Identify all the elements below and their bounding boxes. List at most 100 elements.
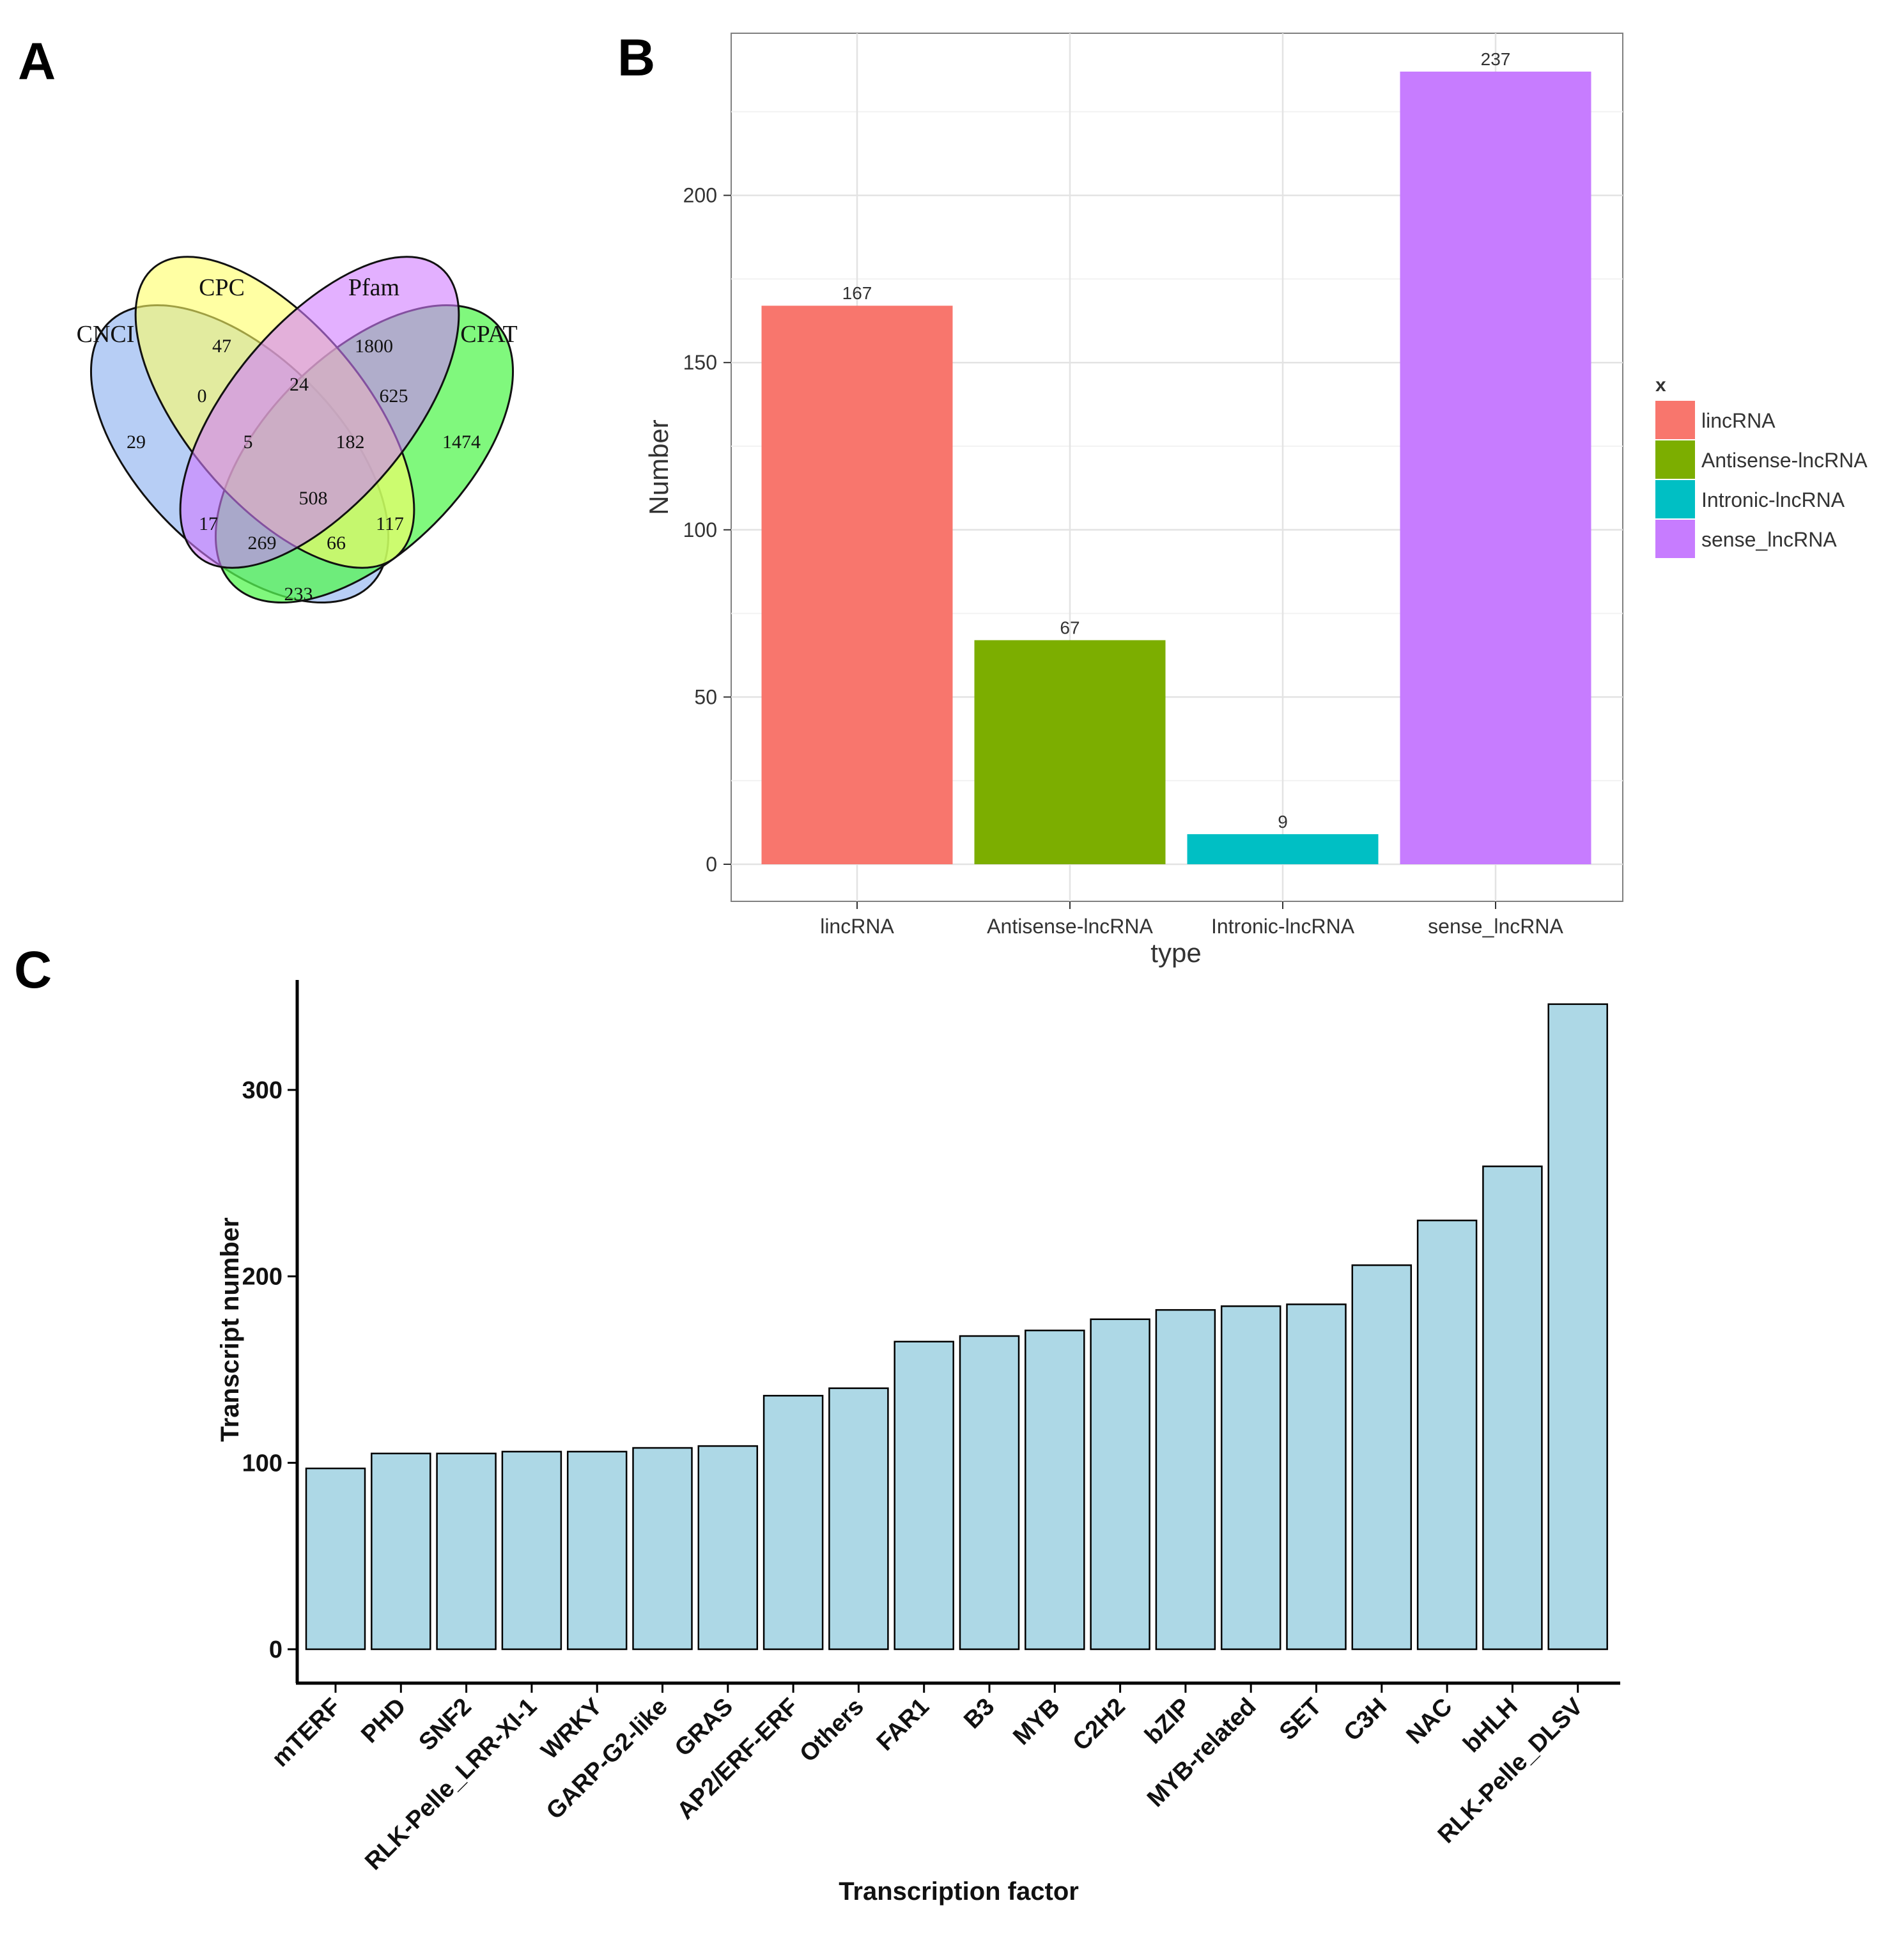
bar-value-label: 67 xyxy=(1060,618,1080,637)
plot-c-x-tick-label: NAC xyxy=(1402,1693,1458,1750)
bar-bhlh xyxy=(1482,1165,1543,1651)
bar-myb xyxy=(1025,1330,1085,1651)
plot-b-x-tick-label: lincRNA xyxy=(820,915,894,938)
venn-count-cnci-cpat: 233 xyxy=(284,584,313,605)
venn-count-pfam: 1800 xyxy=(355,336,393,357)
venn-set-pfam xyxy=(179,256,460,569)
plot-b-y-tick-label: 100 xyxy=(683,518,717,541)
bar-myb-related xyxy=(1220,1305,1281,1651)
bar-sense_lncrna xyxy=(1400,72,1591,864)
panel-a: A CNCI CPC Pfam CPAT 47 1800 29 1474 0 24 625 5… xyxy=(18,33,518,605)
venn-count-pfam-cpat: 625 xyxy=(380,385,408,407)
plot-b-x-tick-label: Intronic-lncRNA xyxy=(1211,915,1355,938)
bar-rlk-pelle-dlsv xyxy=(1547,1003,1608,1651)
plot-c-y-title: Transcript number xyxy=(216,1217,244,1442)
panel-c: C 0 100 200 300 mTERF PHD SNF2RLK-Pelle_LRR-X… xyxy=(14,941,1620,1906)
plot-b-y-tick-label: 200 xyxy=(683,184,717,207)
bar-gras xyxy=(697,1445,759,1651)
legend-key xyxy=(1655,401,1695,439)
bar-bzip xyxy=(1155,1309,1216,1651)
plot-b-y-axis: 0 50 100 150 200 xyxy=(683,184,731,876)
venn-count-cpc-pfam-cpat: 182 xyxy=(336,431,365,453)
panel-c-label: C xyxy=(14,941,52,999)
bar-lincrna xyxy=(761,306,953,864)
venn-count-cnci-cpc-pfam: 5 xyxy=(244,431,253,453)
venn-diagram: CNCI CPC Pfam CPAT 47 1800 29 1474 0 24 625 5 18… xyxy=(77,256,518,605)
plot-b-legend: x lincRNA Antisense-lncRNA Intronic-lncRNA… xyxy=(1655,375,1868,558)
plot-c-x-title: Transcription factor xyxy=(839,1877,1079,1906)
bar-c2h2 xyxy=(1090,1318,1150,1651)
plot-c-x-tick-label: GARP-G2-like xyxy=(541,1693,673,1825)
plot-b-x-tick-label: sense_lncRNA xyxy=(1428,915,1563,938)
plot-b-y-tick-label: 150 xyxy=(683,351,717,374)
venn-count-cnci-cpc-cpat: 66 xyxy=(327,532,346,554)
plot-c-x-tick-label: C3H xyxy=(1339,1693,1392,1746)
bar-rlk-pelle-lrr-xi-1 xyxy=(501,1450,562,1651)
plot-b-y-tick-label: 0 xyxy=(706,853,717,876)
plot-b-bars: 167 67 9 237 xyxy=(761,49,1591,864)
plot-c-x-tick-label: MYB xyxy=(1008,1693,1065,1750)
plot-b-y-tick-label: 50 xyxy=(694,685,717,708)
bar-set xyxy=(1286,1303,1347,1651)
bar-nac xyxy=(1416,1219,1478,1651)
panel-b: B 167 67 9 237 0 50 100 150 200 lincRNA Antisens… xyxy=(617,29,1868,968)
bar-others xyxy=(828,1387,889,1651)
legend-key xyxy=(1655,440,1695,479)
legend-label: sense_lncRNA xyxy=(1701,528,1837,551)
plot-c-x-tick-label: Others xyxy=(794,1693,869,1768)
venn-count-cnci: 29 xyxy=(127,431,146,453)
plot-c-x-tick-label: FAR1 xyxy=(872,1693,934,1756)
venn-counts: 47 1800 29 1474 0 24 625 5 182 508 17 117 269 66 233 xyxy=(127,336,481,605)
panel-b-label: B xyxy=(617,29,655,87)
legend-key xyxy=(1655,520,1695,558)
bar-value-label: 9 xyxy=(1278,812,1288,832)
venn-count-cpc-cpat: 117 xyxy=(376,513,404,534)
plot-c-x-tick-label: B3 xyxy=(959,1693,1000,1734)
plot-c-x-tick-label: bHLH xyxy=(1458,1693,1522,1758)
venn-label-cpc: CPC xyxy=(199,274,245,301)
venn-count-cnci-pfam: 17 xyxy=(199,513,218,534)
plot-c-y-tick-label: 100 xyxy=(242,1450,283,1477)
plot-c-x-axis: mTERF PHD SNF2RLK-Pelle_LRR-XI-1WRKYGARP-G… xyxy=(267,1683,1589,1876)
bar-c3h xyxy=(1351,1264,1413,1651)
venn-count-cpc: 47 xyxy=(212,336,231,357)
bar-wrky xyxy=(566,1450,628,1651)
bar-phd xyxy=(371,1452,431,1651)
legend-label: lincRNA xyxy=(1701,409,1776,432)
bar-antisense-lncrna xyxy=(974,640,1166,864)
plot-c-x-tick-label: AP2/ERF-ERF xyxy=(672,1693,804,1825)
plot-c-x-tick-label: SET xyxy=(1274,1693,1327,1746)
bar-far1 xyxy=(894,1341,954,1651)
legend-key xyxy=(1655,480,1695,518)
bar-mterf xyxy=(305,1467,366,1651)
venn-count-cpc-pfam: 24 xyxy=(290,374,309,395)
plot-c-bars xyxy=(305,1003,1608,1651)
venn-count-cpat: 1474 xyxy=(442,431,481,453)
venn-label-cpat: CPAT xyxy=(460,321,517,348)
plot-c-x-tick-label: C2H2 xyxy=(1068,1693,1131,1756)
plot-c-y-tick-label: 0 xyxy=(269,1636,283,1663)
bar-ap2-erf-erf xyxy=(762,1395,824,1651)
plot-c-y-axis: 0 100 200 300 xyxy=(242,1077,297,1663)
venn-label-cnci: CNCI xyxy=(77,321,135,348)
plot-c-y-tick-label: 300 xyxy=(242,1077,283,1104)
bar-b3 xyxy=(959,1335,1020,1651)
plot-c-y-tick-label: 200 xyxy=(242,1264,283,1291)
plot-b-x-title: type xyxy=(1150,938,1201,968)
plot-b-x-tick-label: Antisense-lncRNA xyxy=(987,915,1153,938)
legend-title: x xyxy=(1655,375,1666,396)
plot-b-y-title: Number xyxy=(644,419,674,515)
venn-count-cnci-cpc: 0 xyxy=(197,385,207,407)
bar-intronic-lncrna xyxy=(1187,834,1379,864)
legend-label: Antisense-lncRNA xyxy=(1701,449,1868,472)
venn-count-cnci-cpc-pfam-cpat: 508 xyxy=(299,488,328,509)
legend-label: Intronic-lncRNA xyxy=(1701,488,1845,511)
panel-a-label: A xyxy=(18,33,56,91)
plot-c-x-tick-label: PHD xyxy=(356,1693,411,1748)
plot-c-x-tick-label: mTERF xyxy=(267,1693,346,1773)
bar-value-label: 167 xyxy=(842,283,872,303)
bar-snf2 xyxy=(436,1452,497,1651)
venn-count-cnci-pfam-cpat: 269 xyxy=(248,532,277,554)
plot-b-x-axis: lincRNA Antisense-lncRNA Intronic-lncRNA se… xyxy=(820,901,1563,938)
venn-label-pfam: Pfam xyxy=(348,274,399,301)
